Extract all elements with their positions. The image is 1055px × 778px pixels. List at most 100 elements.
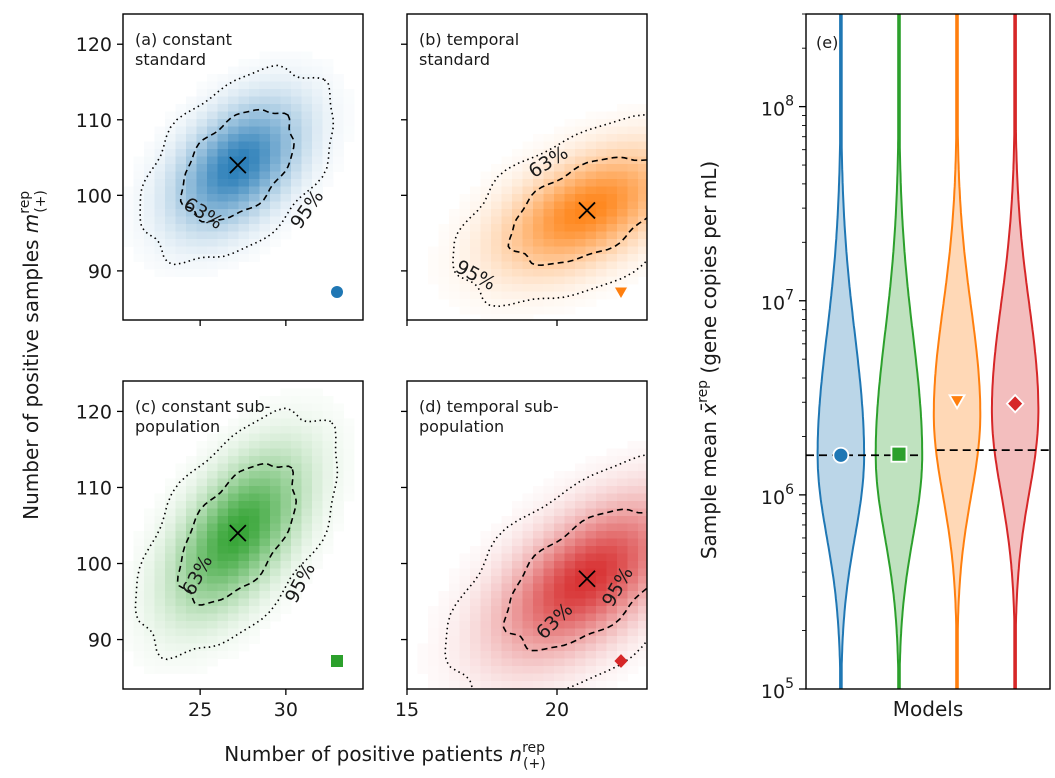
heatmap-cell bbox=[175, 591, 187, 599]
heatmap-cell bbox=[543, 486, 555, 494]
heatmap-cell bbox=[270, 486, 281, 494]
heatmap-cell bbox=[238, 231, 250, 240]
heatmap-cell bbox=[575, 216, 586, 225]
heatmap-cell bbox=[575, 666, 586, 674]
heatmap-cell bbox=[627, 621, 639, 629]
heatmap-cell bbox=[575, 194, 586, 202]
heatmap-cell bbox=[627, 471, 639, 479]
heatmap-cell bbox=[480, 583, 492, 592]
heatmap-cell bbox=[186, 96, 197, 105]
heatmap-cell bbox=[554, 149, 565, 157]
heatmap-cell bbox=[543, 636, 555, 644]
heatmap-cell bbox=[533, 486, 544, 494]
heatmap-cell bbox=[533, 516, 544, 524]
heatmap-cell bbox=[564, 119, 576, 127]
heatmap-cell bbox=[533, 643, 544, 652]
heatmap-cell bbox=[228, 164, 239, 172]
heatmap-cell bbox=[207, 478, 218, 487]
heatmap-cell bbox=[217, 246, 229, 255]
heatmap-cell bbox=[617, 269, 628, 277]
heatmap-cell bbox=[217, 96, 229, 105]
heatmap-cell bbox=[617, 636, 628, 644]
heatmap-cell bbox=[449, 681, 460, 689]
heatmap-cell bbox=[522, 508, 534, 517]
heatmap-cell bbox=[543, 531, 555, 539]
heatmap-cell bbox=[186, 591, 197, 599]
heatmap-cell bbox=[596, 681, 607, 689]
heatmap-cell bbox=[301, 501, 313, 509]
heatmap-cell bbox=[564, 628, 576, 637]
heatmap-cell bbox=[606, 486, 618, 494]
heatmap-cell bbox=[459, 194, 471, 202]
heatmap-cell bbox=[165, 613, 176, 622]
heatmap-cell bbox=[343, 448, 355, 457]
heatmap-cell bbox=[301, 171, 313, 180]
panel-label: (d) temporal sub- bbox=[419, 397, 559, 416]
heatmap-cell bbox=[186, 171, 197, 180]
contour-95pct bbox=[134, 407, 339, 661]
heatmap-cell bbox=[228, 598, 239, 607]
violin-body bbox=[874, 14, 924, 689]
heatmap-cell bbox=[606, 276, 618, 285]
heatmap-cell bbox=[585, 561, 597, 569]
heatmap-cell bbox=[575, 209, 586, 217]
heatmap-cell bbox=[438, 269, 450, 277]
heatmap-cell bbox=[627, 239, 639, 247]
heatmap-cell bbox=[491, 681, 502, 689]
heatmap-cell bbox=[207, 89, 218, 97]
heatmap-cell bbox=[438, 628, 450, 637]
heatmap-cell bbox=[217, 261, 229, 270]
heatmap-cell bbox=[322, 171, 334, 180]
heatmap-cell bbox=[575, 126, 586, 135]
heatmap-cell bbox=[186, 613, 197, 622]
heatmap-cell bbox=[217, 81, 229, 90]
heatmap-cell bbox=[144, 658, 155, 667]
heatmap-cell bbox=[228, 261, 239, 270]
heatmap-cell bbox=[249, 501, 260, 509]
heatmap-cell bbox=[144, 583, 155, 592]
heatmap-cell bbox=[512, 606, 523, 614]
panel-label: (a) constant bbox=[135, 30, 232, 49]
heatmap-cell bbox=[238, 568, 250, 577]
heatmap-cell bbox=[564, 493, 576, 502]
heatmap-cell bbox=[175, 658, 187, 667]
panel-label: (e) bbox=[816, 33, 838, 52]
heatmap-cell bbox=[228, 448, 239, 457]
heatmap-cell bbox=[543, 239, 555, 247]
heatmap-cell bbox=[196, 471, 208, 479]
heatmap-cell bbox=[627, 216, 639, 225]
heatmap-cell bbox=[501, 246, 513, 255]
heatmap-cell bbox=[165, 216, 176, 225]
heatmap-cell bbox=[480, 673, 492, 682]
heatmap-cell bbox=[207, 141, 218, 150]
heatmap-cell bbox=[459, 276, 471, 285]
heatmap-cell bbox=[491, 568, 502, 577]
heatmap-cell bbox=[249, 628, 260, 637]
heatmap-cell bbox=[564, 643, 576, 652]
heatmap-cell bbox=[270, 546, 281, 554]
heatmap-cell bbox=[165, 194, 176, 202]
heatmap-cell bbox=[543, 576, 555, 584]
heatmap-cell bbox=[228, 179, 239, 187]
heatmap-cell bbox=[228, 224, 239, 232]
heatmap-cell bbox=[196, 583, 208, 592]
heatmap-cell bbox=[312, 426, 323, 434]
heatmap-cell bbox=[186, 164, 197, 172]
heatmap-cell bbox=[480, 658, 492, 667]
heatmap-cell bbox=[270, 606, 281, 614]
heatmap-cell bbox=[249, 613, 260, 622]
heatmap-cell bbox=[596, 628, 607, 637]
heatmap-cell bbox=[270, 224, 281, 232]
heatmap-cell bbox=[123, 239, 134, 247]
heatmap-cell bbox=[144, 194, 155, 202]
heatmap-cell bbox=[186, 606, 197, 614]
heatmap-cell bbox=[133, 546, 145, 554]
heatmap-cell bbox=[459, 598, 471, 607]
heatmap-cell bbox=[207, 643, 218, 652]
heatmap-cell bbox=[480, 254, 492, 262]
heatmap-cell bbox=[322, 531, 334, 539]
heatmap-cell bbox=[217, 463, 229, 472]
heatmap-cell bbox=[606, 456, 618, 464]
heatmap-cell bbox=[249, 171, 260, 180]
heatmap-cell bbox=[343, 119, 355, 127]
